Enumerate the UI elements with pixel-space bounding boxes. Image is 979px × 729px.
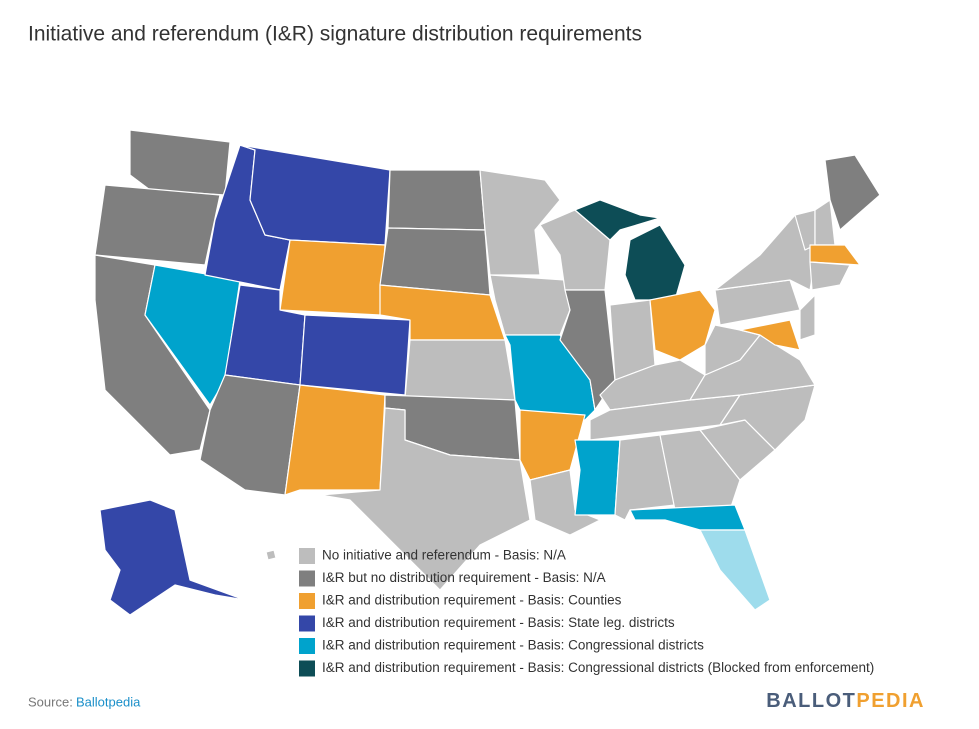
- legend-label: No initiative and referendum - Basis: N/…: [322, 548, 566, 563]
- region: [624, 224, 686, 301]
- brand-first: BALLOT: [766, 690, 856, 712]
- region: [239, 144, 391, 246]
- legend-swatch: [299, 593, 315, 609]
- legend-swatch: [299, 615, 315, 632]
- source-label: Source:: [28, 694, 73, 709]
- region: [265, 549, 277, 561]
- region: [629, 504, 746, 531]
- region: [99, 499, 246, 616]
- region: [387, 169, 486, 231]
- region: [404, 339, 516, 401]
- legend-swatch: [299, 660, 315, 677]
- brand: BALLOTPEDIA: [766, 690, 925, 712]
- title: Initiative and referendum (I&R) signatur…: [28, 23, 642, 46]
- region: [129, 129, 231, 196]
- region: [559, 289, 616, 411]
- region: [479, 169, 561, 276]
- legend-label: I&R and distribution requirement - Basis…: [322, 638, 704, 653]
- region: [739, 319, 801, 351]
- region: [529, 469, 601, 536]
- region: [699, 529, 771, 611]
- region: [659, 429, 741, 511]
- region: [809, 244, 861, 266]
- region: [574, 439, 621, 516]
- region: [379, 227, 491, 296]
- region: [284, 384, 386, 496]
- region: [489, 274, 571, 336]
- region: [799, 294, 816, 341]
- legend: No initiative and referendum - Basis: N/…: [299, 548, 874, 677]
- legend-swatch: [299, 638, 315, 654]
- source-name: Ballotpedia: [76, 694, 141, 709]
- region: [279, 239, 386, 316]
- legend-swatch: [299, 548, 315, 564]
- region: [809, 261, 851, 291]
- legend-swatch: [299, 570, 315, 587]
- region: [94, 184, 221, 266]
- legend-label: I&R and distribution requirement - Basis…: [322, 593, 622, 608]
- legend-label: I&R and distribution requirement - Basis…: [322, 615, 675, 630]
- region: [319, 407, 531, 591]
- us-map: [94, 129, 881, 616]
- legend-label: I&R and distribution requirement - Basis…: [322, 660, 874, 675]
- region: [824, 154, 881, 231]
- region: [299, 314, 411, 396]
- brand-second: PEDIA: [856, 690, 925, 712]
- region: [574, 199, 661, 241]
- legend-label: I&R but no distribution requirement - Ba…: [322, 570, 606, 585]
